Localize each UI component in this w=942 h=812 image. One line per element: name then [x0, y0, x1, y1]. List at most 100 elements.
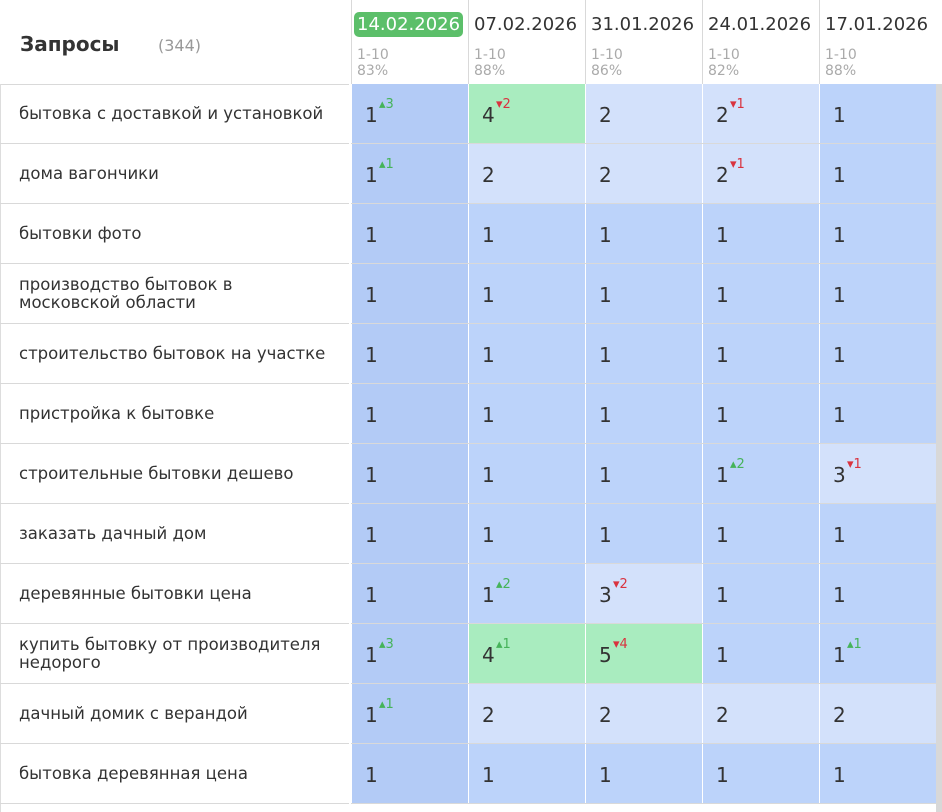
query-text[interactable]: производство бытовок в московской област…	[19, 275, 233, 312]
position-value: 1	[365, 163, 378, 187]
position-cell[interactable]: 1	[585, 264, 702, 323]
position-cell[interactable]: 2	[468, 144, 585, 203]
position-down-delta: ▾1	[730, 97, 745, 112]
position-cell[interactable]: 2 ▾1	[702, 84, 819, 143]
position-cell[interactable]: 1	[585, 504, 702, 563]
position-value: 2	[716, 703, 729, 727]
position-value: 3	[599, 583, 612, 607]
position-cell[interactable]: 1 ▴1	[819, 624, 936, 683]
query-text[interactable]: пристройка к бытовке	[19, 404, 215, 423]
position-cell[interactable]: 1 ▴3	[351, 84, 468, 143]
position-cell[interactable]: 1	[702, 324, 819, 383]
position-cell[interactable]: 1	[819, 84, 936, 143]
position-cell[interactable]: 1	[351, 504, 468, 563]
position-cell[interactable]: 1	[468, 504, 585, 563]
position-cell[interactable]: 1	[351, 324, 468, 383]
position-cell[interactable]: 1	[585, 384, 702, 443]
position-cell[interactable]: 1	[702, 744, 819, 803]
position-cell[interactable]: 1	[468, 264, 585, 323]
position-cell[interactable]: 1	[819, 384, 936, 443]
date-column-header[interactable]: 17.01.2026 1-10 88%	[819, 0, 937, 84]
table-row: бытовки фото 1 1 1 1 1	[0, 204, 942, 264]
position-cell[interactable]: 1 ▴1	[351, 144, 468, 203]
position-value: 2	[716, 163, 729, 187]
position-cell[interactable]: 1	[351, 384, 468, 443]
query-text[interactable]: заказать дачный дом	[19, 524, 207, 543]
position-value: 1	[716, 403, 729, 427]
position-cell[interactable]: 3 ▾2	[585, 564, 702, 623]
position-cell[interactable]: 1 ▴1	[351, 684, 468, 743]
date-column-header[interactable]: 14.02.2026 1-10 83%	[351, 0, 469, 84]
position-cell[interactable]: 1	[702, 504, 819, 563]
position-up-delta: ▴2	[496, 577, 511, 592]
position-cell[interactable]: 1	[351, 744, 468, 803]
position-cell[interactable]: 1 ▴2	[468, 564, 585, 623]
delta-value: 1	[853, 457, 862, 472]
position-cell[interactable]: 2	[702, 684, 819, 743]
scroll-edge[interactable]	[936, 84, 942, 812]
date-label[interactable]: 14.02.2026	[354, 12, 464, 37]
position-value: 2	[833, 703, 846, 727]
position-cell[interactable]: 1	[468, 744, 585, 803]
position-cell[interactable]: 3 ▾1	[819, 444, 936, 503]
query-text[interactable]: купить бытовку от производителя недорого	[19, 635, 321, 672]
position-cell[interactable]: 1	[702, 264, 819, 323]
date-label[interactable]: 07.02.2026	[474, 14, 578, 35]
position-cell[interactable]: 1	[819, 564, 936, 623]
query-text[interactable]: деревянные бытовки цена	[19, 584, 252, 603]
position-cell[interactable]: 2	[585, 684, 702, 743]
position-value: 1	[833, 523, 846, 547]
position-cell[interactable]: 1	[585, 324, 702, 383]
query-text[interactable]: дачный домик с верандой	[19, 704, 248, 723]
position-cell[interactable]: 1	[468, 204, 585, 263]
position-value: 1	[365, 103, 378, 127]
query-text[interactable]: бытовки фото	[19, 224, 142, 243]
position-cell[interactable]: 1	[585, 744, 702, 803]
position-cell[interactable]: 2 ▾1	[702, 144, 819, 203]
position-cell[interactable]: 2	[585, 144, 702, 203]
delta-value: 3	[385, 637, 394, 652]
position-cell[interactable]: 5 ▾4	[585, 624, 702, 683]
position-cell[interactable]: 1	[702, 384, 819, 443]
position-cell[interactable]: 1	[702, 204, 819, 263]
position-cell[interactable]: 1	[819, 504, 936, 563]
position-cell[interactable]: 4 ▾2	[468, 84, 585, 143]
query-text[interactable]: дома вагончики	[19, 164, 159, 183]
date-label[interactable]: 17.01.2026	[825, 14, 929, 35]
date-column-header[interactable]: 31.01.2026 1-10 86%	[585, 0, 703, 84]
position-cell[interactable]: 1	[468, 444, 585, 503]
position-cell[interactable]: 1	[819, 144, 936, 203]
date-column-header[interactable]: 07.02.2026 1-10 88%	[468, 0, 586, 84]
position-cell[interactable]: 1	[585, 204, 702, 263]
position-cell[interactable]: 1	[351, 564, 468, 623]
position-cell[interactable]: 1	[585, 444, 702, 503]
position-value: 4	[482, 103, 495, 127]
position-cell[interactable]: 1	[468, 324, 585, 383]
position-cell[interactable]: 1	[819, 744, 936, 803]
position-cell[interactable]: 2	[468, 684, 585, 743]
query-text[interactable]: бытовка с доставкой и установкой	[19, 104, 324, 123]
position-cell[interactable]: 4 ▴1	[468, 624, 585, 683]
date-column-header[interactable]: 24.01.2026 1-10 82%	[702, 0, 820, 84]
query-text[interactable]: строительные бытовки дешево	[19, 464, 294, 483]
position-cell[interactable]: 2	[819, 684, 936, 743]
position-cell[interactable]: 1	[702, 564, 819, 623]
position-cell[interactable]: 1	[819, 204, 936, 263]
position-value: 1	[716, 523, 729, 547]
position-value: 1	[482, 283, 495, 307]
position-cell[interactable]: 1	[351, 204, 468, 263]
position-cell[interactable]: 1	[702, 624, 819, 683]
position-cell[interactable]: 1	[468, 384, 585, 443]
position-value: 1	[716, 643, 729, 667]
position-cell[interactable]: 1	[351, 264, 468, 323]
position-cell[interactable]: 1 ▴3	[351, 624, 468, 683]
position-cell[interactable]: 2	[585, 84, 702, 143]
query-text[interactable]: бытовка деревянная цена	[19, 764, 248, 783]
position-cell[interactable]: 1 ▴2	[702, 444, 819, 503]
query-text[interactable]: строительство бытовок на участке	[19, 344, 326, 363]
position-cell[interactable]: 1	[819, 264, 936, 323]
position-cell[interactable]: 1	[819, 324, 936, 383]
position-cell[interactable]: 1	[351, 444, 468, 503]
date-label[interactable]: 31.01.2026	[591, 14, 695, 35]
date-label[interactable]: 24.01.2026	[708, 14, 812, 35]
